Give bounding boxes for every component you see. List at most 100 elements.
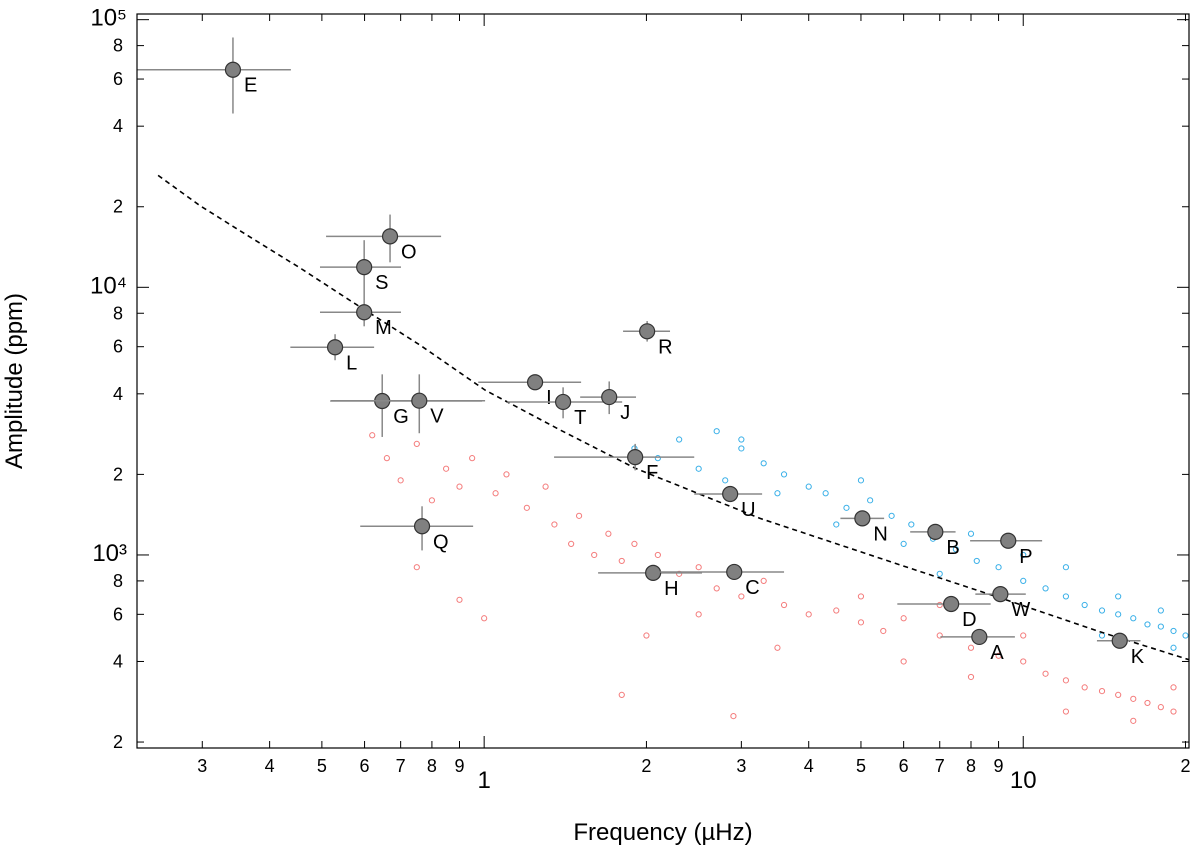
point-label: C [745,577,759,599]
y-tick-label: 6 [113,604,123,624]
point-label: U [741,499,755,521]
cloud-point [900,540,907,547]
y-tick-label: 10⁵ [90,5,127,32]
cloud-point [936,570,943,577]
point-label: V [430,406,444,428]
data-point [943,595,960,613]
cloud-point [369,432,376,439]
point-label: B [946,537,959,559]
cloud-point [1157,607,1164,614]
data-point [639,323,656,340]
y-tick-label: 4 [113,384,123,404]
cloud-point [1157,704,1164,711]
cloud-point [780,601,788,609]
cloud-point [1020,577,1027,584]
cloud-point [995,564,1002,571]
cloud-point [995,652,1002,659]
point-label: D [962,609,976,631]
cloud-point [523,504,530,511]
point-label: G [393,406,409,428]
cloud-point [443,465,450,472]
x-tick-label: 5 [856,756,866,776]
point-label: R [658,336,672,358]
y-tick-label: 2 [113,464,123,484]
cloud-point [1081,684,1088,691]
x-tick-label: 5 [317,756,327,776]
cloud-point [805,483,812,490]
cloud-point [1170,684,1177,691]
point-label: A [990,642,1004,664]
x-tick-label: 8 [427,756,437,776]
point-label: L [346,352,357,374]
cloud-point [1130,717,1137,724]
y-axis-label: Amplitude (ppm) [1,293,28,469]
cloud-point [760,460,767,467]
y-tick-label: 8 [113,303,123,323]
cloud-point [456,483,463,490]
data-point [413,518,431,535]
cloud-point [413,440,420,447]
cloud-point [967,673,975,681]
cloud-point [1115,593,1122,600]
cloud-point [833,521,840,528]
data-point [356,304,373,321]
cloud-point [888,512,895,519]
cloud-point [1157,623,1164,630]
data-point [927,523,944,540]
cloud-point [774,644,781,651]
y-tick-label: 10³ [92,540,127,567]
point-label: F [646,462,658,484]
x-axis-label: Frequency (µHz) [573,819,752,846]
x-tick-label: 1 [477,767,490,794]
y-tick-label: 6 [113,337,123,357]
cloud-point [695,564,702,571]
cloud-point [1062,677,1070,684]
point-label: Q [433,531,449,553]
data-point [326,339,344,356]
y-tick-label: 2 [113,197,123,217]
cloud-point [936,632,943,639]
cloud-point [605,530,612,537]
cloud-point [843,504,850,511]
cloud-point [908,521,915,528]
cloud-point [1042,585,1049,592]
cloud-point [1115,611,1122,618]
cloud-point [618,691,625,699]
x-tick-label: 3 [736,756,746,776]
plot-frame [136,13,1190,749]
y-tick-label: 6 [113,69,123,89]
x-tick-label: 2 [641,756,651,776]
data-point [854,510,871,527]
cloud-point [568,540,575,547]
cloud-point [654,551,661,559]
cloud-point [900,658,907,665]
cloud-point [492,490,499,497]
cloud-point [469,455,476,462]
point-label: H [664,578,678,600]
cloud-point [774,490,781,497]
cloud-point [413,564,420,571]
x-tick-label: 6 [899,756,909,776]
x-tick-label: 9 [454,756,464,776]
cloud-point [880,627,887,635]
cloud-point [1020,632,1027,639]
point-label: P [1019,546,1032,568]
cloud-point [867,497,874,504]
cloud-point [738,593,745,600]
point-label: T [574,407,586,429]
cloud-point [1062,564,1070,571]
x-tick-label: 4 [265,756,275,776]
y-tick-label: 4 [113,651,123,671]
cloud-point [1170,627,1177,635]
y-tick-label: 8 [113,571,123,591]
data-point [992,586,1009,603]
cloud-point [1170,644,1177,651]
point-label: W [1011,599,1030,621]
y-tick-label: 2 [113,732,123,752]
cloud-point [760,577,767,584]
data-point [971,628,988,646]
cloud-point [857,619,865,626]
cloud-point [936,601,943,609]
x-tick-label: 3 [197,756,207,776]
point-label: E [244,75,257,97]
